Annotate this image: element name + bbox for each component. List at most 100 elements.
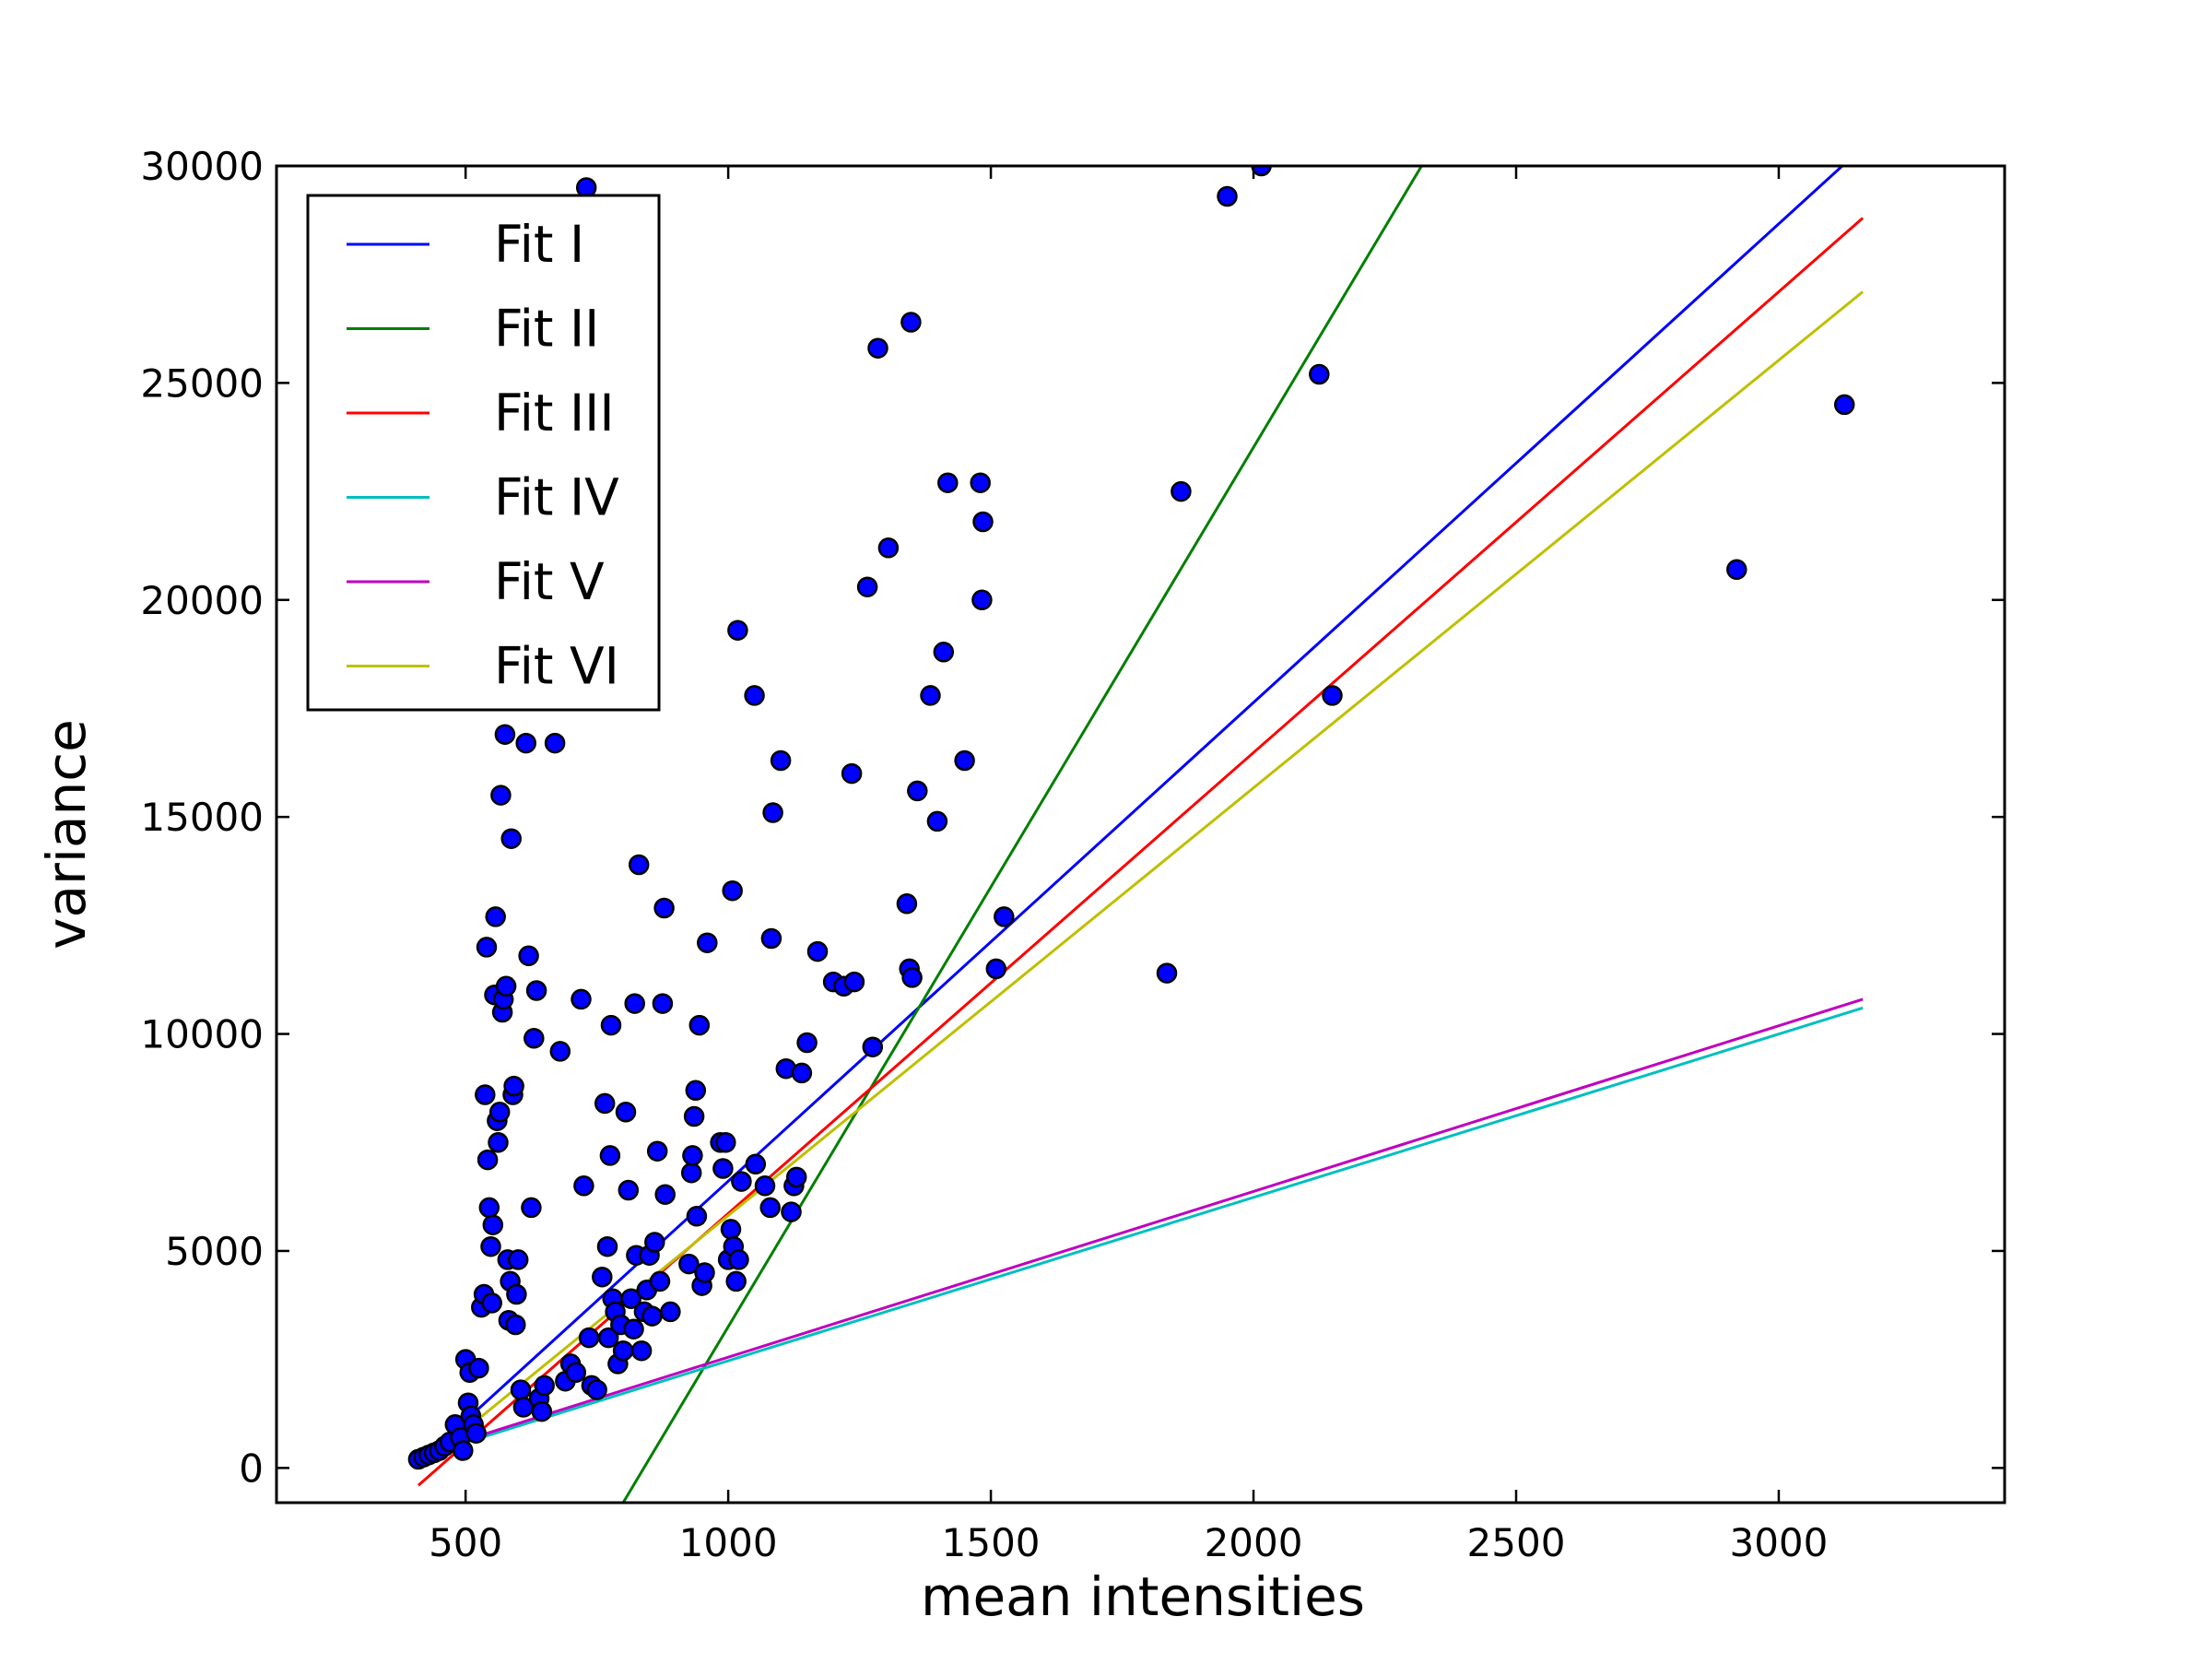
scatter-point — [630, 1339, 653, 1362]
scatter-point — [712, 1158, 734, 1179]
scatter-point — [649, 1270, 671, 1292]
scatter-point — [877, 537, 900, 559]
scatter-point — [862, 1036, 884, 1057]
scatter-point — [571, 988, 592, 1010]
scatter-point — [578, 1327, 600, 1349]
legend-label: Fit III — [494, 384, 615, 443]
scatter-point — [482, 1214, 504, 1235]
y-tick-label: 0 — [239, 1446, 264, 1491]
legend-label: Fit IV — [494, 468, 619, 527]
scatter-point — [586, 1379, 607, 1400]
scatter-point — [505, 1314, 526, 1336]
scatter-point — [680, 1162, 702, 1184]
scatter-point — [644, 1232, 665, 1253]
series-line-2 — [621, 166, 1423, 1503]
y-tick-label: 20000 — [140, 578, 264, 623]
scatter-point — [531, 1400, 553, 1422]
scatter-point — [506, 1283, 527, 1305]
scatter-point — [971, 589, 993, 611]
scatter-point — [488, 1132, 509, 1153]
scatter-point — [937, 472, 959, 493]
scatter-point — [507, 1249, 529, 1270]
scatter-point — [524, 1028, 545, 1049]
scatter-point — [682, 1145, 703, 1166]
y-tick-label: 25000 — [140, 360, 264, 406]
x-tick-label: 1000 — [679, 1520, 778, 1565]
points-layer — [407, 166, 1855, 1470]
scatter-point — [597, 1327, 619, 1349]
x-tick-label: 3000 — [1729, 1520, 1828, 1565]
legend-label: Fit I — [494, 215, 584, 274]
scatter-point — [785, 1166, 807, 1188]
scatter-point — [490, 785, 512, 806]
scatter-point — [565, 1362, 587, 1384]
scatter-point — [994, 906, 1015, 927]
scatter-point — [722, 879, 743, 902]
scatter-point — [770, 749, 792, 772]
scatter-point — [728, 1249, 749, 1270]
legend-label: Fit VI — [494, 637, 619, 696]
scatter-point — [475, 1084, 496, 1105]
scatter-point — [1171, 480, 1192, 502]
scatter-point — [759, 1197, 781, 1219]
scatter-point — [660, 1301, 681, 1323]
scatter-point — [760, 927, 782, 950]
scatter-point — [600, 1014, 622, 1036]
scatter-point — [481, 1292, 502, 1314]
scatter-point — [478, 1197, 500, 1219]
scatter-point — [544, 732, 566, 754]
scatter-point — [985, 958, 1007, 980]
scatter-point — [856, 576, 878, 597]
scatter-point — [515, 732, 536, 754]
scatter-point — [485, 906, 506, 927]
scatter-point — [725, 1270, 747, 1292]
scatter-point — [791, 1062, 813, 1084]
scatter-point — [495, 975, 517, 997]
scatter-point — [1309, 363, 1330, 385]
scatter-point — [694, 1262, 715, 1283]
scatter-point — [1156, 962, 1178, 984]
scatter-point — [954, 749, 975, 772]
scatter-point — [715, 1132, 736, 1153]
scatter-point — [620, 1288, 641, 1309]
scatter-point — [926, 810, 948, 832]
scatter-point — [453, 1440, 474, 1461]
scatter-point — [762, 802, 783, 823]
scatter-point — [488, 1102, 511, 1123]
scatter-point — [525, 980, 547, 1001]
scatter-point — [549, 1041, 571, 1062]
scatter-point — [1322, 685, 1343, 706]
scatter-point — [901, 967, 923, 988]
scatter-point — [686, 1206, 708, 1227]
scatter-point — [920, 685, 941, 706]
scatter-point — [500, 828, 522, 849]
scatter-point — [654, 1184, 676, 1205]
scatter-point — [720, 1219, 742, 1240]
scatter-point — [907, 780, 928, 802]
scatter-point — [468, 1357, 489, 1379]
scatter-point — [592, 1266, 613, 1288]
scatter-point — [594, 1092, 616, 1115]
y-tick-label: 30000 — [140, 144, 264, 189]
scatter-point — [518, 945, 539, 967]
x-tick-label: 2000 — [1205, 1520, 1303, 1565]
scatter-point — [480, 1235, 501, 1257]
scatter-point — [970, 472, 991, 493]
scatter-point — [494, 724, 516, 745]
scatter-point — [683, 1105, 705, 1127]
scatter-point — [521, 1197, 542, 1219]
y-tick-label: 10000 — [140, 1012, 264, 1057]
scatter-point — [652, 993, 674, 1014]
y-tick-label: 5000 — [165, 1229, 264, 1274]
series-line-4 — [418, 1006, 1864, 1459]
scatter-point — [727, 620, 748, 641]
scatter-point — [697, 932, 718, 953]
scatter-point — [476, 937, 498, 958]
scatter-point — [678, 1253, 700, 1275]
scatter-point — [1217, 185, 1238, 207]
scatter-point — [1251, 166, 1272, 177]
scatter-point — [781, 1201, 802, 1222]
scatter-point — [503, 1075, 524, 1097]
scatter-point — [599, 1145, 621, 1166]
scatter-point — [796, 1032, 818, 1054]
